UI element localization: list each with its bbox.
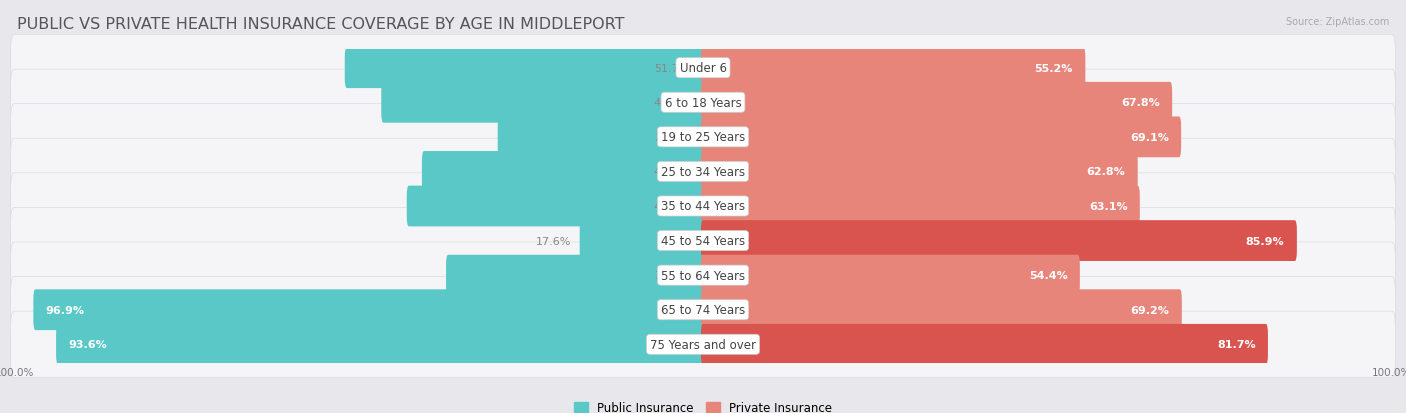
- FancyBboxPatch shape: [11, 139, 1395, 205]
- FancyBboxPatch shape: [702, 152, 1137, 192]
- FancyBboxPatch shape: [11, 173, 1395, 240]
- Text: 37.0%: 37.0%: [654, 271, 689, 280]
- Text: 17.6%: 17.6%: [536, 236, 571, 246]
- Text: 46.4%: 46.4%: [654, 98, 689, 108]
- FancyBboxPatch shape: [56, 324, 704, 365]
- FancyBboxPatch shape: [11, 208, 1395, 274]
- Text: 29.5%: 29.5%: [654, 133, 689, 142]
- FancyBboxPatch shape: [381, 83, 704, 123]
- Text: 19 to 25 Years: 19 to 25 Years: [661, 131, 745, 144]
- Text: Source: ZipAtlas.com: Source: ZipAtlas.com: [1285, 17, 1389, 26]
- Text: 62.8%: 62.8%: [1087, 167, 1125, 177]
- Text: 85.9%: 85.9%: [1246, 236, 1285, 246]
- FancyBboxPatch shape: [702, 186, 1140, 227]
- Text: 63.1%: 63.1%: [1088, 202, 1128, 211]
- FancyBboxPatch shape: [702, 83, 1173, 123]
- Text: 42.7%: 42.7%: [654, 202, 689, 211]
- Text: 40.5%: 40.5%: [654, 167, 689, 177]
- FancyBboxPatch shape: [702, 290, 1182, 330]
- FancyBboxPatch shape: [702, 117, 1181, 158]
- FancyBboxPatch shape: [344, 48, 704, 89]
- FancyBboxPatch shape: [406, 186, 704, 227]
- Text: 45 to 54 Years: 45 to 54 Years: [661, 235, 745, 247]
- FancyBboxPatch shape: [34, 290, 704, 330]
- Text: 25 to 34 Years: 25 to 34 Years: [661, 166, 745, 178]
- FancyBboxPatch shape: [446, 255, 704, 296]
- FancyBboxPatch shape: [11, 104, 1395, 171]
- Text: 96.9%: 96.9%: [46, 305, 84, 315]
- Legend: Public Insurance, Private Insurance: Public Insurance, Private Insurance: [574, 401, 832, 413]
- FancyBboxPatch shape: [702, 48, 1085, 89]
- Text: 65 to 74 Years: 65 to 74 Years: [661, 304, 745, 316]
- FancyBboxPatch shape: [422, 152, 704, 192]
- Text: 51.7%: 51.7%: [654, 64, 689, 74]
- Text: 93.6%: 93.6%: [69, 339, 107, 349]
- Text: 54.4%: 54.4%: [1029, 271, 1067, 280]
- Text: 69.2%: 69.2%: [1130, 305, 1170, 315]
- FancyBboxPatch shape: [702, 255, 1080, 296]
- FancyBboxPatch shape: [702, 324, 1268, 365]
- FancyBboxPatch shape: [498, 117, 704, 158]
- Text: 6 to 18 Years: 6 to 18 Years: [665, 97, 741, 109]
- Text: 67.8%: 67.8%: [1121, 98, 1160, 108]
- Text: 55 to 64 Years: 55 to 64 Years: [661, 269, 745, 282]
- FancyBboxPatch shape: [11, 70, 1395, 136]
- Text: 55.2%: 55.2%: [1035, 64, 1073, 74]
- FancyBboxPatch shape: [579, 221, 704, 261]
- FancyBboxPatch shape: [11, 277, 1395, 343]
- Text: 75 Years and over: 75 Years and over: [650, 338, 756, 351]
- Text: 35 to 44 Years: 35 to 44 Years: [661, 200, 745, 213]
- Text: 81.7%: 81.7%: [1218, 339, 1256, 349]
- Text: Under 6: Under 6: [679, 62, 727, 75]
- FancyBboxPatch shape: [702, 221, 1296, 261]
- FancyBboxPatch shape: [11, 311, 1395, 377]
- Text: 69.1%: 69.1%: [1130, 133, 1168, 142]
- Text: PUBLIC VS PRIVATE HEALTH INSURANCE COVERAGE BY AGE IN MIDDLEPORT: PUBLIC VS PRIVATE HEALTH INSURANCE COVER…: [17, 17, 624, 31]
- FancyBboxPatch shape: [11, 36, 1395, 102]
- FancyBboxPatch shape: [11, 242, 1395, 309]
